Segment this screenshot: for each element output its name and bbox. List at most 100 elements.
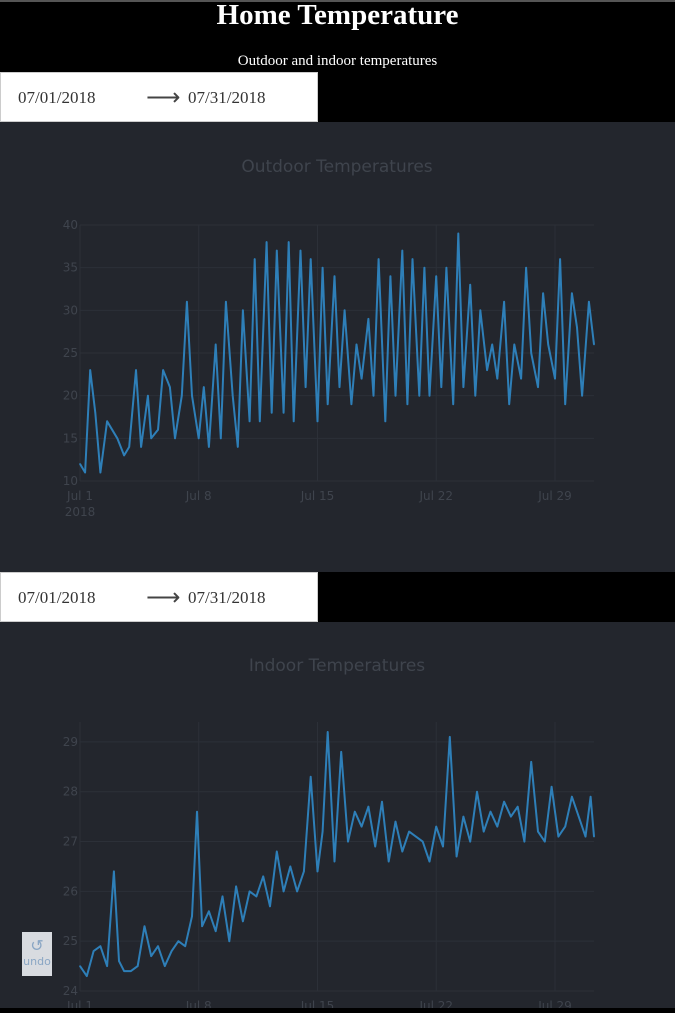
indoor-data-point — [191, 915, 193, 918]
indoor-y-tick-label: 24 — [63, 984, 78, 998]
indoor-data-point — [289, 865, 292, 868]
indoor-data-point — [201, 925, 203, 928]
indoor-data-point — [196, 810, 198, 813]
outdoor-data-point — [547, 343, 549, 346]
indoor-data-point — [92, 950, 95, 952]
outdoor-data-point — [593, 343, 595, 346]
outdoor-data-point — [564, 403, 566, 406]
indoor-data-point — [255, 895, 258, 898]
outdoor-data-point — [576, 326, 578, 329]
indoor-data-point — [269, 905, 271, 908]
indoor-data-point — [544, 840, 546, 843]
indoor-data-point — [415, 835, 417, 838]
outdoor-data-point — [123, 454, 125, 457]
outdoor-end-date[interactable]: 07/31/2018 — [188, 88, 266, 107]
outdoor-data-point — [106, 420, 108, 423]
outdoor-data-point — [316, 420, 319, 423]
indoor-data-point — [275, 850, 278, 853]
indoor-start-date[interactable]: 07/01/2018 — [18, 588, 96, 607]
outdoor-data-point — [571, 292, 573, 295]
indoor-data-point — [208, 910, 210, 913]
outdoor-y-tick-label: 40 — [63, 218, 78, 232]
outdoor-date-range-picker[interactable]: 07/01/2018 ⟶ 07/31/2018 — [0, 72, 318, 122]
indoor-data-point — [85, 975, 88, 977]
indoor-data-point — [442, 845, 444, 848]
indoor-data-point — [242, 920, 244, 923]
undo-button[interactable]: ↺ undo — [22, 932, 52, 976]
outdoor-data-point — [462, 386, 465, 388]
outdoor-data-point — [428, 394, 431, 397]
outdoor-data-point — [508, 403, 510, 406]
indoor-data-point — [394, 820, 397, 823]
indoor-data-point — [262, 875, 265, 878]
outdoor-data-point — [411, 258, 414, 260]
indoor-data-point — [589, 795, 592, 798]
outdoor-chart-panel: Outdoor Temperatures 10 15 20 25 30 35 40 Jul 1 2… — [0, 122, 675, 572]
outdoor-data-point — [79, 463, 81, 465]
indoor-data-point — [333, 860, 336, 863]
indoor-x-tick-label: Jul 1 — [66, 999, 93, 1008]
indoor-data-point — [99, 945, 102, 947]
outdoor-data-point — [309, 258, 312, 260]
outdoor-data-point — [588, 301, 590, 303]
outdoor-data-point — [423, 266, 426, 269]
outdoor-temperature-chart[interactable]: Outdoor Temperatures 10 15 20 25 30 35 40 Jul 1 2… — [0, 122, 675, 572]
outdoor-y-tick-label: 30 — [63, 303, 78, 317]
outdoor-data-point — [355, 343, 358, 346]
indoor-data-point — [593, 835, 595, 838]
arrow-right-icon: ⟶ — [146, 83, 181, 111]
indoor-date-range-picker[interactable]: 07/01/2018 ⟶ 07/31/2018 — [0, 572, 318, 622]
outdoor-data-point — [157, 429, 159, 431]
outdoor-data-point — [208, 446, 210, 448]
indoor-data-point — [296, 890, 298, 893]
undo-label: undo — [23, 955, 51, 968]
indoor-x-tick-label: Jul 8 — [185, 999, 212, 1008]
indoor-data-point — [143, 925, 146, 928]
outdoor-data-point — [203, 386, 205, 388]
indoor-data-point — [309, 775, 312, 778]
outdoor-x-tick-label: Jul 15 — [300, 489, 335, 503]
outdoor-y-tick-label: 10 — [63, 474, 78, 488]
outdoor-data-point — [191, 394, 193, 397]
indoor-data-point — [303, 870, 305, 873]
outdoor-data-point — [270, 411, 273, 414]
arrow-right-icon: ⟶ — [146, 583, 181, 611]
outdoor-data-point — [135, 369, 137, 371]
indoor-data-point — [387, 860, 390, 863]
outdoor-data-point — [236, 446, 239, 448]
outdoor-data-point — [554, 377, 556, 380]
undo-icon: ↺ — [30, 936, 44, 955]
outdoor-data-point — [401, 249, 404, 252]
outdoor-x-tick-year-label: 2018 — [65, 505, 96, 519]
indoor-data-point — [516, 805, 519, 808]
outdoor-y-tick-label: 25 — [63, 346, 78, 360]
indoor-data-point — [401, 850, 404, 853]
outdoor-series-line — [79, 232, 595, 474]
outdoor-data-point — [299, 249, 302, 252]
outdoor-data-point — [452, 403, 455, 406]
outdoor-x-tick-label: Jul 22 — [418, 489, 453, 503]
indoor-data-point — [408, 830, 410, 833]
outdoor-data-point — [275, 249, 278, 252]
indoor-data-point — [235, 885, 237, 888]
outdoor-data-point — [445, 266, 448, 269]
outdoor-data-point — [440, 386, 443, 388]
outdoor-y-tick-label: 20 — [63, 389, 78, 403]
indoor-x-tick-label: Jul 29 — [537, 999, 572, 1008]
indoor-data-point — [157, 945, 159, 947]
outdoor-data-point — [389, 275, 392, 277]
indoor-data-point — [130, 970, 132, 972]
outdoor-data-point — [486, 369, 488, 371]
indoor-data-point — [360, 825, 363, 828]
outdoor-data-point — [265, 241, 268, 243]
outdoor-start-date[interactable]: 07/01/2018 — [18, 88, 96, 107]
indoor-data-point — [537, 830, 539, 833]
outdoor-data-point — [89, 369, 91, 371]
indoor-temperature-chart[interactable]: Indoor Temperatures 24 25 26 27 28 29 Jul 1 Jul … — [0, 622, 675, 1013]
outdoor-data-point — [84, 471, 86, 474]
indoor-y-tick-label: 25 — [63, 934, 78, 948]
indoor-x-tick-label: Jul 22 — [418, 999, 453, 1008]
indoor-end-date[interactable]: 07/31/2018 — [188, 588, 266, 607]
indoor-data-point — [118, 960, 120, 962]
outdoor-data-point — [537, 386, 539, 388]
